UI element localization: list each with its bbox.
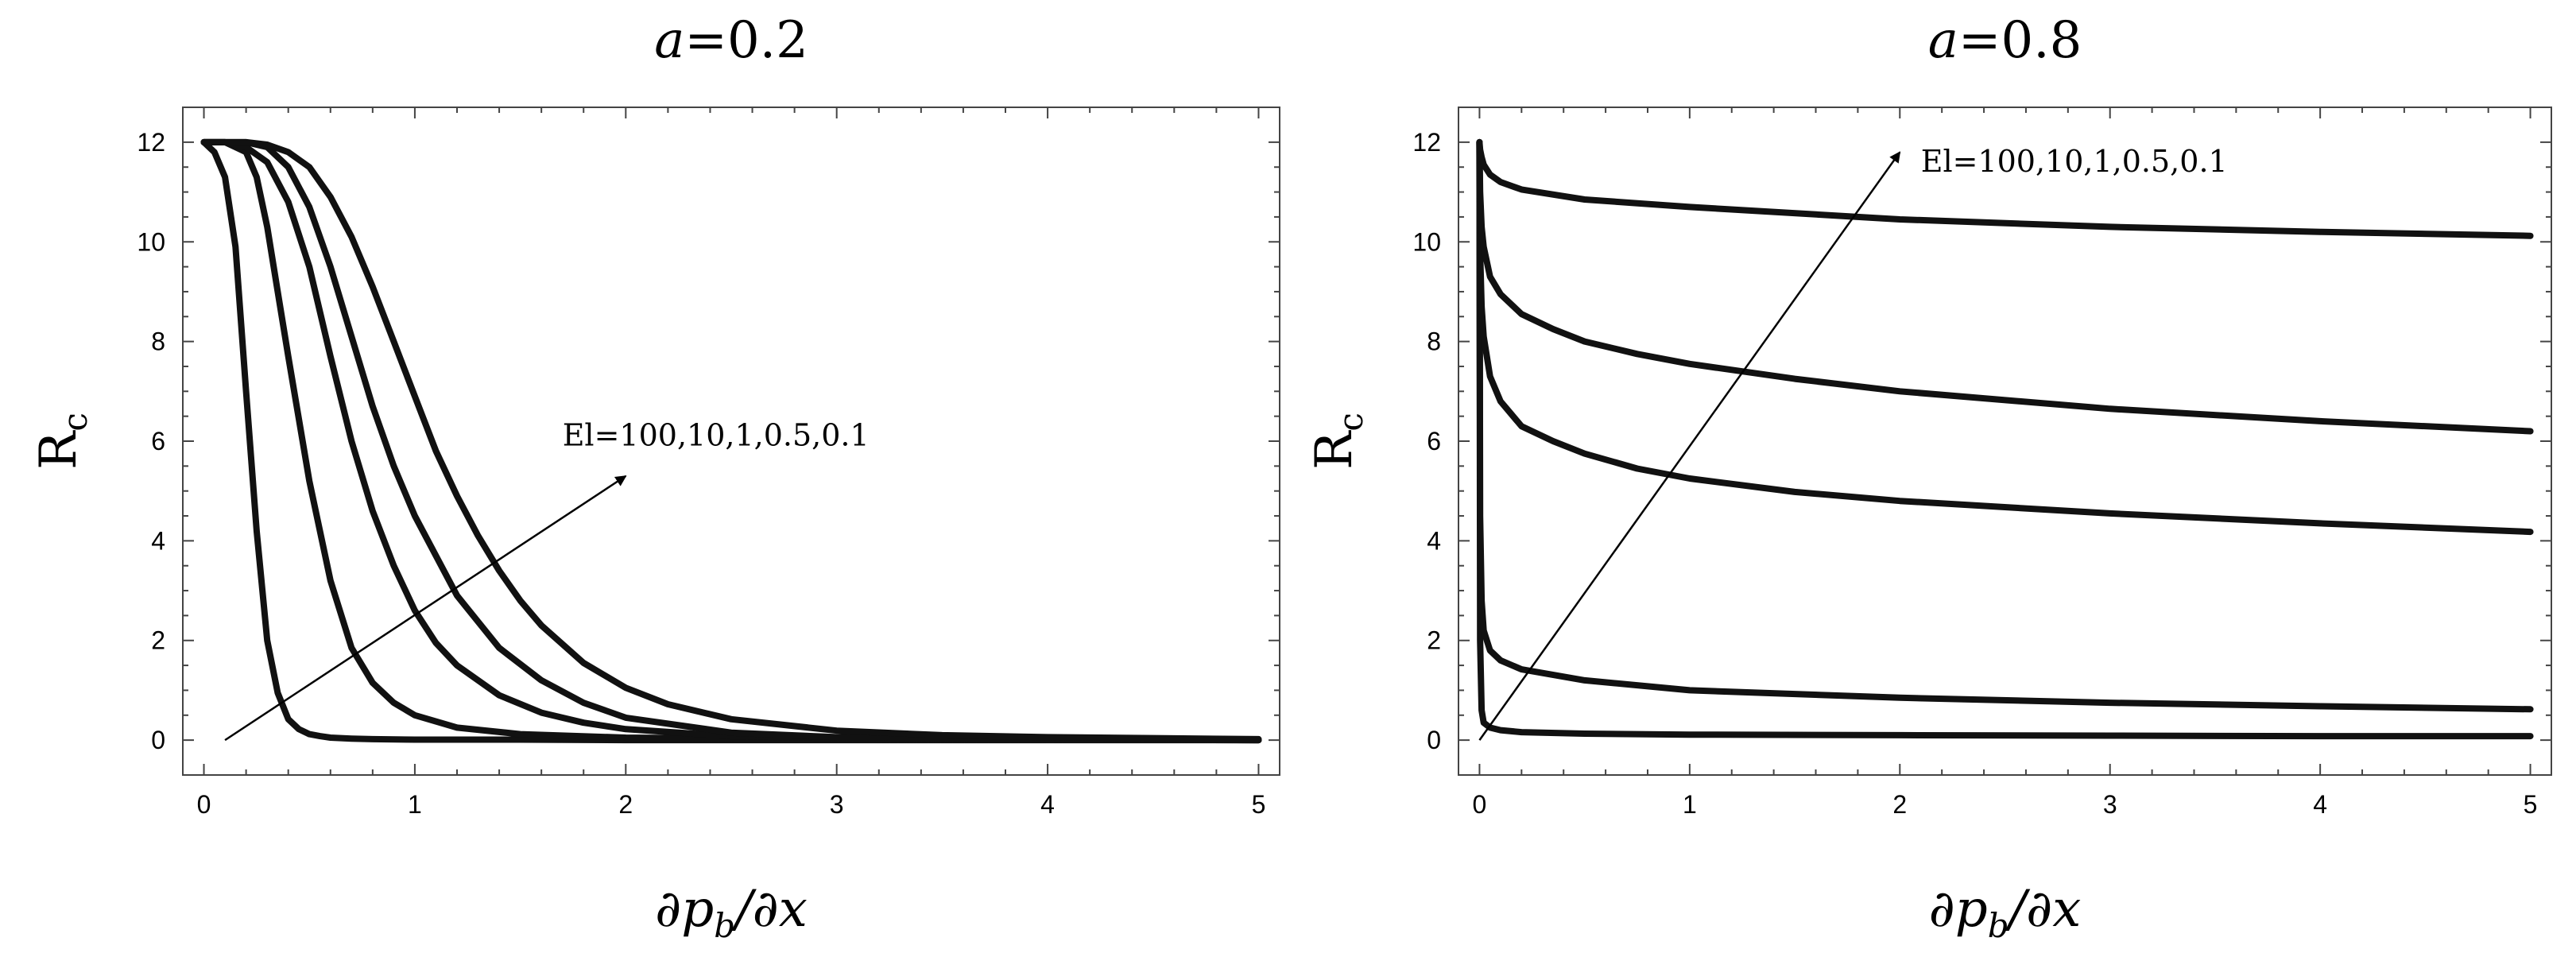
x-tick-label: 4: [1040, 790, 1055, 819]
annotation-arrow: [1478, 151, 1901, 741]
series-line-4: [200, 138, 1262, 744]
y-axis-label: Rc: [1305, 413, 1370, 470]
y-tick-label: 10: [1412, 227, 1441, 256]
x-tick-label: 1: [408, 790, 422, 819]
title-variable: a: [654, 11, 684, 70]
y-tick-label: 4: [151, 526, 165, 555]
series-line-5: [1476, 138, 2534, 239]
chart-title: a=0.8: [1928, 11, 2082, 70]
series-line-1: [1476, 138, 2534, 740]
series-line-4: [1476, 138, 2534, 435]
title-value: =0.2: [684, 11, 808, 70]
y-axis-label-base: R: [1305, 430, 1364, 470]
y-tick-label: 10: [137, 227, 165, 256]
series-line-2: [1476, 138, 2534, 713]
title-variable: a: [1928, 11, 1958, 70]
series-line-1: [200, 138, 1262, 744]
x-tick-label: 0: [1473, 790, 1487, 819]
y-tick-label: 6: [1427, 427, 1441, 455]
chart-title: a=0.2: [654, 11, 808, 70]
y-tick-label: 0: [151, 726, 165, 754]
x-tick-label: 2: [1892, 790, 1907, 819]
series-line-3: [1476, 138, 2534, 536]
y-axis-label-subscript: c: [56, 413, 95, 432]
y-tick-label: 8: [1427, 327, 1441, 356]
y-axis-label-base: R: [29, 430, 88, 470]
series-line-5: [200, 138, 1262, 742]
annotation-arrow: [224, 475, 627, 742]
y-axis-label-subscript: c: [1331, 413, 1370, 432]
x-axis-label: ∂pb/∂x: [655, 880, 808, 945]
y-tick-label: 12: [1412, 128, 1441, 157]
chart-panel-right: 0 1 2 3 4 5024681012El=100,10,1,0.5,0.1a=0.8R…: [1305, 11, 2552, 945]
x-tick-label: 3: [2103, 790, 2117, 819]
x-tick-label: 0: [197, 790, 211, 819]
annotation-label: El=100,10,1,0.5,0.1: [1921, 144, 2228, 179]
annotation-label: El=100,10,1,0.5,0.1: [563, 418, 870, 453]
x-axis-label-part: ∂p: [655, 880, 714, 939]
x-tick-label: 3: [830, 790, 844, 819]
y-tick-label: 4: [1427, 526, 1441, 555]
x-tick-label: 1: [1683, 790, 1697, 819]
x-tick-label: 4: [2313, 790, 2327, 819]
y-tick-label: 2: [1427, 626, 1441, 655]
title-value: =0.8: [1958, 11, 2082, 70]
x-axis-label-rest: /∂x: [2005, 880, 2082, 939]
y-tick-label: 12: [137, 128, 165, 157]
y-tick-label: 6: [151, 427, 165, 455]
series-line-2: [200, 138, 1262, 744]
x-tick-label: 2: [618, 790, 633, 819]
x-tick-label: 5: [2524, 790, 2538, 819]
x-axis-label-subscript: b: [1988, 906, 2009, 945]
plot-frame-right: [1458, 107, 2552, 776]
y-tick-label: 2: [151, 626, 165, 655]
x-axis-label-part: ∂p: [1929, 880, 1988, 939]
x-axis-label-subscript: b: [714, 906, 735, 945]
chart-panel-left: 0 1 2 3 4 5024681012El=100,10,1,0.5,0.1a=0.2R…: [29, 11, 1280, 945]
series-line-3: [200, 138, 1262, 744]
x-axis-label: ∂pb/∂x: [1929, 880, 2082, 945]
x-tick-label: 5: [1252, 790, 1266, 819]
y-tick-label: 0: [1427, 726, 1441, 754]
y-tick-label: 8: [151, 327, 165, 356]
x-axis-label-rest: /∂x: [730, 880, 808, 939]
y-axis-label: Rc: [29, 413, 95, 470]
